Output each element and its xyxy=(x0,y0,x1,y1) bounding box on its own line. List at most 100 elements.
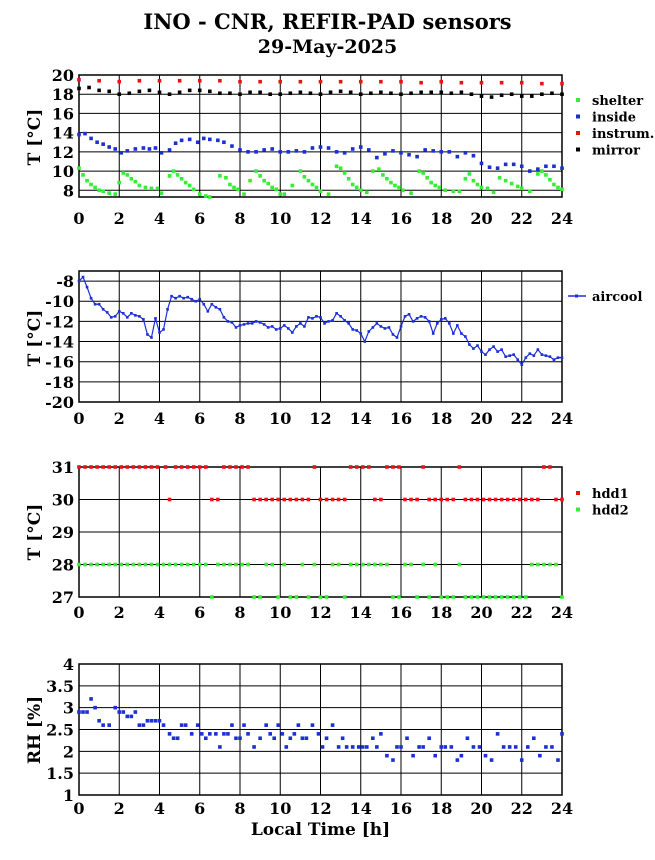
data-point xyxy=(556,356,560,359)
data-point xyxy=(83,131,87,136)
data-point xyxy=(334,150,339,154)
data-point xyxy=(385,176,389,181)
data-point xyxy=(479,161,484,166)
x-tick-label: 4 xyxy=(154,409,165,428)
data-point xyxy=(119,562,124,567)
data-point xyxy=(338,79,343,84)
data-point xyxy=(480,350,483,353)
data-point xyxy=(351,328,354,331)
data-point xyxy=(246,150,250,154)
data-point xyxy=(129,714,134,719)
data-point xyxy=(544,745,548,749)
data-point xyxy=(318,189,323,194)
data-point xyxy=(327,320,330,323)
data-point xyxy=(456,324,459,327)
data-point xyxy=(248,90,252,95)
data-point xyxy=(548,355,552,358)
data-point xyxy=(187,88,192,93)
data-point xyxy=(270,185,274,190)
data-point xyxy=(175,736,180,741)
data-point xyxy=(318,92,323,97)
data-point xyxy=(187,137,192,142)
data-point xyxy=(385,465,389,469)
data-point xyxy=(475,497,480,502)
data-point xyxy=(395,336,399,339)
data-point xyxy=(560,732,564,736)
data-point xyxy=(159,151,164,155)
data-point xyxy=(246,465,250,469)
data-point xyxy=(258,174,262,178)
data-point xyxy=(77,132,81,137)
data-point xyxy=(208,89,212,94)
data-point xyxy=(523,595,528,599)
data-point xyxy=(113,562,118,567)
data-point xyxy=(379,732,383,736)
data-point xyxy=(448,322,451,325)
data-point xyxy=(230,723,234,727)
data-point xyxy=(385,562,389,567)
data-point xyxy=(155,465,160,469)
y-axis-label: T [°C] xyxy=(25,504,45,561)
data-point xyxy=(252,595,256,599)
legend: aircool xyxy=(568,290,642,305)
data-point xyxy=(299,322,302,325)
data-point xyxy=(77,562,81,567)
data-point xyxy=(143,185,148,190)
data-point xyxy=(101,142,105,146)
data-point xyxy=(350,182,355,187)
data-point xyxy=(477,745,482,749)
data-point xyxy=(162,328,165,331)
data-point xyxy=(544,173,548,177)
data-point xyxy=(121,710,126,714)
data-point xyxy=(389,91,393,96)
data-point xyxy=(288,736,293,741)
data-point xyxy=(121,171,126,175)
data-point xyxy=(326,192,331,196)
data-point xyxy=(238,324,242,327)
data-point xyxy=(391,149,395,153)
data-point xyxy=(511,595,516,599)
data-point xyxy=(157,90,162,95)
data-point xyxy=(481,497,486,502)
legend-marker xyxy=(576,147,580,152)
data-point xyxy=(77,86,81,91)
x-tick-label: 4 xyxy=(154,799,165,818)
data-point xyxy=(371,736,375,741)
data-point xyxy=(487,497,492,502)
data-point xyxy=(387,326,391,329)
data-point xyxy=(520,363,524,367)
x-tick-label: 18 xyxy=(430,799,452,818)
data-point xyxy=(170,294,173,298)
data-point xyxy=(101,723,105,727)
data-point xyxy=(133,179,138,184)
data-point xyxy=(560,356,564,359)
data-point xyxy=(397,465,401,469)
data-point xyxy=(540,169,544,173)
data-point xyxy=(379,325,383,328)
y-tick-label: 3 xyxy=(63,699,74,718)
data-point xyxy=(344,745,349,749)
data-point xyxy=(300,497,305,502)
x-tick-label: 0 xyxy=(73,603,84,622)
data-point xyxy=(484,353,487,356)
data-point xyxy=(234,326,238,329)
x-tick-label: 2 xyxy=(114,603,125,622)
data-point xyxy=(286,150,291,154)
y-tick-label: -16 xyxy=(45,353,74,372)
data-point xyxy=(439,595,444,599)
data-point xyxy=(356,745,361,749)
data-point xyxy=(137,465,142,469)
data-point xyxy=(264,723,268,727)
data-point xyxy=(318,497,323,502)
data-point xyxy=(248,178,252,183)
data-point xyxy=(519,758,524,762)
data-point xyxy=(268,732,272,736)
data-point xyxy=(489,758,494,762)
data-point xyxy=(460,332,463,335)
data-point xyxy=(101,465,105,469)
data-point xyxy=(492,345,495,348)
data-point xyxy=(179,465,184,469)
data-point xyxy=(198,297,202,301)
data-point xyxy=(360,562,365,567)
data-point xyxy=(544,354,548,357)
